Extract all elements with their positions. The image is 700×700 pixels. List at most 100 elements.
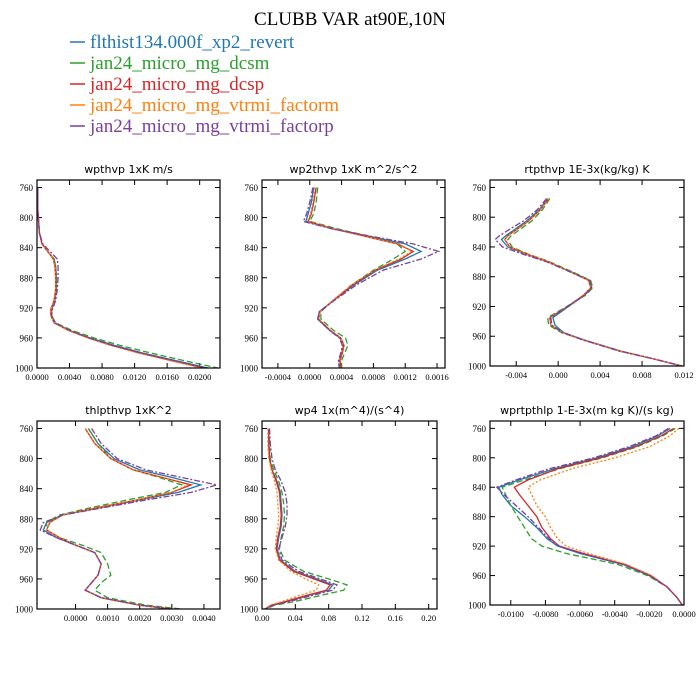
series-line [45, 428, 184, 609]
x-tick-label: 0.0040 [58, 372, 81, 382]
legend-label: jan24_micro_mg_dcsp [89, 74, 264, 95]
chart-panel: wprtpthlp 1-E-3x(m kg K)/(s kg) 760 800 840… [468, 404, 696, 619]
x-tick-label: -0.004 [505, 370, 528, 380]
x-tick-label: 0.0080 [90, 372, 113, 382]
y-tick-label: 1000 [240, 605, 259, 615]
panel-title: wp2thvp 1xK m^2/s^2 [289, 163, 417, 176]
series-line [37, 187, 204, 368]
y-tick-label: 840 [20, 484, 34, 494]
series-line [308, 187, 407, 368]
panels: wpthvp 1xK m/s76080084088092096010000.00… [15, 163, 696, 623]
series-line [45, 428, 194, 609]
series-line [302, 187, 441, 368]
plot-frame [36, 179, 221, 369]
y-tick-label: 920 [20, 544, 34, 554]
series-line [264, 428, 320, 609]
panel-title: wp4 1x(m^4)/(s^4) [295, 404, 405, 417]
y-tick-label: 1000 [468, 362, 487, 372]
legend-label: flthist134.000f_xp2_revert [90, 32, 295, 53]
x-tick-label: 0.0020 [128, 613, 151, 623]
x-tick-label: 0.008 [632, 370, 651, 380]
x-tick-label: 0.0000 [25, 372, 48, 382]
series-line [501, 427, 683, 605]
y-tick-label: 880 [245, 514, 259, 524]
chart-panel: wpthvp 1xK m/s76080084088092096010000.00… [15, 163, 221, 382]
plot-frame [489, 179, 685, 367]
plot-frame [261, 179, 446, 369]
x-tick-label: -0.0020 [636, 609, 662, 619]
x-tick-label: 0.0000 [64, 613, 87, 623]
series-line [306, 187, 413, 368]
x-tick-label: 0.0200 [188, 372, 211, 382]
y-tick-label: 960 [245, 333, 259, 343]
y-tick-label: 760 [473, 424, 487, 434]
panel-title: wpthvp 1xK m/s [84, 163, 173, 176]
y-tick-label: 880 [20, 514, 34, 524]
x-tick-label: 0.00 [255, 613, 270, 623]
y-tick-label: 840 [473, 483, 487, 493]
series-line [265, 428, 348, 609]
panel-title: rtpthvp 1E-3x(kg/kg) K [524, 163, 650, 176]
x-tick-label: -0.0100 [498, 609, 524, 619]
series-line [503, 198, 683, 366]
panel-title: wprtpthlp 1-E-3x(m kg K)/(s kg) [500, 404, 674, 417]
series-line [39, 428, 217, 609]
y-tick-label: 840 [20, 243, 34, 253]
series-line [265, 428, 339, 609]
y-tick-label: 920 [245, 303, 259, 313]
x-tick-label: 0.012 [674, 370, 693, 380]
series-line [507, 198, 683, 366]
x-tick-label: 0.0160 [155, 372, 178, 382]
x-tick-label: 0.0030 [160, 613, 183, 623]
y-tick-label: 880 [20, 273, 34, 283]
y-tick-label: 760 [20, 183, 34, 193]
x-tick-label: 0.0004 [330, 372, 354, 382]
y-tick-label: 800 [245, 213, 259, 223]
x-tick-label: 0.0010 [96, 613, 119, 623]
y-tick-label: 840 [473, 242, 487, 252]
x-tick-label: 0.0012 [394, 372, 417, 382]
chart-panel: wp2thvp 1xK m^2/s^2 760 800 840 880 920 960 100… [240, 163, 449, 382]
y-tick-label: 1000 [240, 364, 259, 374]
y-tick-label: 760 [245, 183, 259, 193]
y-tick-label: 800 [473, 453, 487, 463]
x-tick-label: -0.0060 [567, 609, 593, 619]
x-tick-label: -0.0004 [265, 372, 292, 382]
x-tick-label: 0.0008 [362, 372, 385, 382]
y-tick-label: 960 [473, 571, 487, 581]
y-tick-label: 800 [20, 454, 34, 464]
series-line [494, 198, 683, 366]
y-tick-label: 880 [473, 272, 487, 282]
x-tick-label: 0.12 [355, 613, 370, 623]
y-tick-label: 920 [20, 303, 34, 313]
y-tick-label: 1000 [15, 605, 34, 615]
panel-title: thlpthvp 1xK^2 [85, 404, 172, 417]
y-tick-label: 840 [245, 484, 259, 494]
x-tick-label: 0.0040 [192, 613, 215, 623]
plot-frame [489, 420, 685, 606]
y-tick-label: 1000 [468, 601, 487, 611]
figure-title: CLUBB VAR at90E,10N [254, 9, 446, 30]
series-line [37, 187, 207, 368]
y-tick-label: 960 [245, 574, 259, 584]
y-tick-label: 960 [20, 574, 34, 584]
x-tick-label: 0.08 [321, 613, 336, 623]
x-tick-label: 0.004 [591, 370, 611, 380]
x-tick-label: 0.000 [549, 370, 568, 380]
chart-panel: rtpthvp 1E-3x(kg/kg) K 760 800 840 880 920 960… [468, 163, 694, 380]
x-tick-label: 0.16 [388, 613, 403, 623]
chart-panel: thlpthvp 1xK^2 760 800 840 880 920 960 1000 0.00… [15, 404, 221, 623]
y-tick-label: 920 [473, 542, 487, 552]
y-tick-label: 880 [245, 273, 259, 283]
series-line [42, 428, 203, 609]
y-tick-label: 800 [245, 454, 259, 464]
x-tick-label: 0.0000 [298, 372, 321, 382]
series-line [503, 198, 683, 366]
x-tick-label: 0.0016 [425, 372, 448, 382]
x-tick-label: 0.04 [288, 613, 304, 623]
x-tick-label: 0.0000 [672, 609, 695, 619]
legend-label: jan24_micro_mg_vtrmi_factorm [89, 95, 339, 116]
y-tick-label: 880 [473, 512, 487, 522]
y-tick-label: 760 [20, 424, 34, 434]
x-tick-label: -0.0080 [532, 609, 558, 619]
